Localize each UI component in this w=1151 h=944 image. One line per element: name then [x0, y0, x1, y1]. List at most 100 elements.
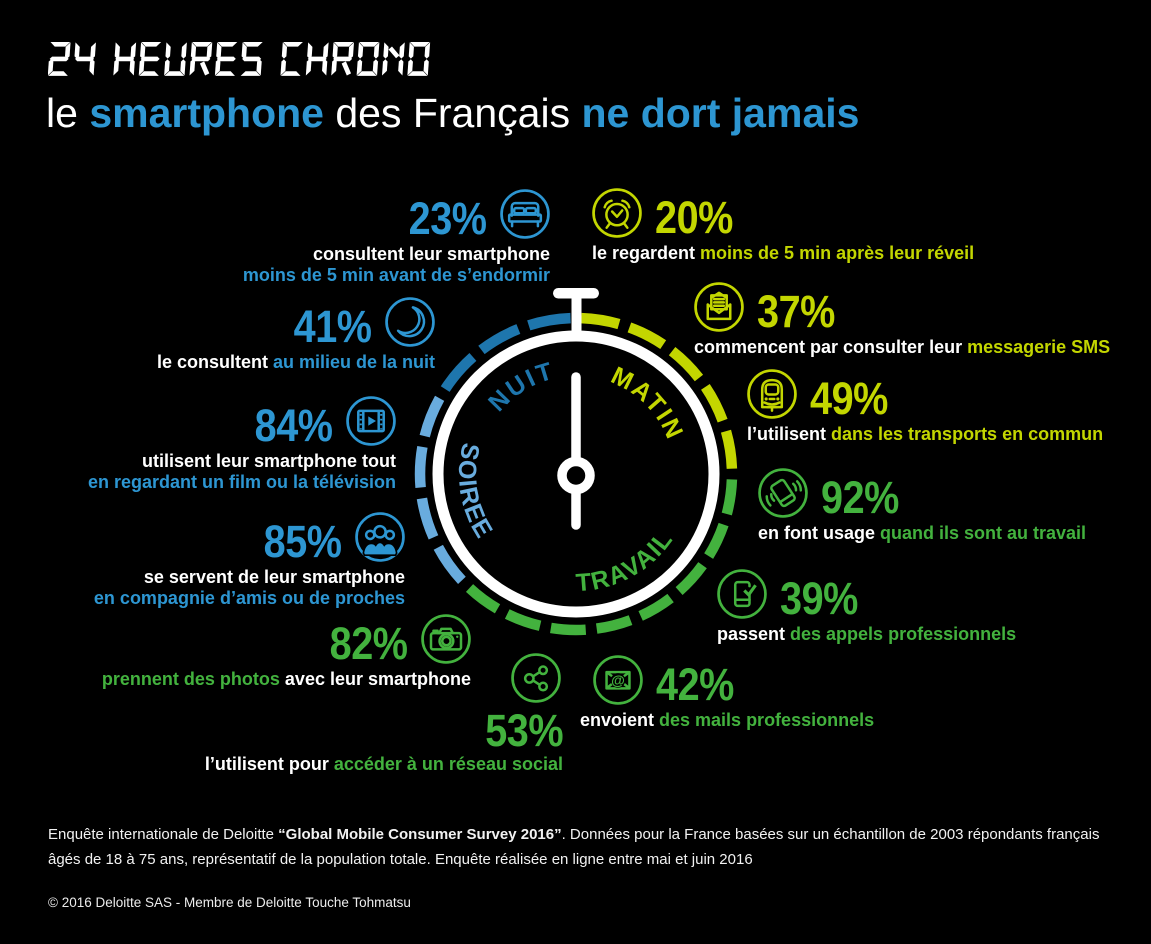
stat-row: 92% — [758, 468, 1086, 521]
stat-work: 92% en font usage quand ils sont au trava… — [758, 468, 1086, 544]
seven-segment-glyph — [280, 42, 303, 76]
seven-segment-glyph — [356, 42, 380, 76]
stat-description-line: en regardant un film ou la télévision — [88, 472, 396, 493]
stat-value: 84% — [255, 399, 333, 451]
crown-stem — [571, 294, 582, 334]
sms-icon — [694, 282, 744, 332]
share-icon — [511, 653, 561, 703]
stat-description: le consultent au milieu de la nuit — [157, 352, 435, 373]
camera-icon — [421, 614, 471, 664]
subtitle-highlight: ne dort jamais — [581, 90, 860, 136]
stat-value: 85% — [264, 515, 342, 567]
stat-description-line: passent des appels professionnels — [717, 624, 1016, 645]
stat-row: 49% — [747, 369, 1103, 422]
stat-description: commencent par consulter leur messagerie… — [694, 337, 1110, 358]
subtitle-text: le — [46, 90, 90, 136]
stat-description: l’utilisent dans les transports en commu… — [747, 424, 1103, 445]
crown-cap — [553, 288, 599, 299]
mail-at-icon: @ — [593, 655, 643, 705]
dial-label-soiree: SOIREE — [453, 440, 497, 543]
stat-description: prennent des photos avec leur smartphone — [102, 669, 471, 690]
stat-highlight-text: au milieu de la nuit — [272, 352, 435, 372]
stat-friends: 85% se servent de leur smartphone en compa… — [94, 512, 405, 608]
seven-segment-glyph — [214, 42, 238, 76]
seven-segment-glyph — [407, 42, 431, 76]
stat-row: 23% — [243, 189, 550, 242]
stat-plain-text: utilisent leur smartphone tout — [141, 451, 396, 471]
stat-description-line: l’utilisent dans les transports en commu… — [747, 424, 1103, 445]
page-subtitle: le smartphone des Français ne dort jamai… — [46, 90, 859, 137]
stat-wakeup: 20% le regardent moins de 5 min après leu… — [592, 188, 974, 264]
svg-text:SOIREE: SOIREE — [453, 440, 499, 543]
stat-value: 82% — [330, 617, 408, 669]
stat-plain-text: envoient — [580, 710, 660, 730]
stat-plain-text: passent — [717, 624, 791, 644]
stat-value: 37% — [757, 285, 835, 337]
stat-description-line: en compagnie d’amis ou de proches — [94, 588, 405, 609]
stat-description-line: commencent par consulter leur messagerie… — [694, 337, 1110, 358]
seven-segment-glyph — [113, 42, 137, 76]
stat-highlight-text: quand ils sont au travail — [880, 523, 1087, 543]
stat-highlight-text: prennent des photos — [101, 669, 280, 689]
stat-plain-text: l’utilisent pour — [204, 754, 334, 774]
stat-plain-text: consultent leur smartphone — [312, 244, 550, 264]
film-icon — [346, 396, 396, 446]
subtitle-highlight: smartphone — [89, 90, 324, 136]
seven-segment-glyph — [74, 42, 96, 76]
stat-description-line: prennent des photos avec leur smartphone — [102, 669, 471, 690]
seven-segment-glyph — [138, 42, 162, 76]
stat-bedtime: 23% consultent leur smartphone moins de 5 … — [243, 189, 550, 285]
stat-description: en font usage quand ils sont au travail — [758, 523, 1086, 544]
stat-photos: 82% prennent des photos avec leur smartph… — [102, 614, 471, 690]
page-title — [47, 42, 433, 78]
seven-segment-glyph — [164, 42, 187, 76]
survey-note-text: Enquête internationale de Deloitte — [48, 826, 279, 843]
stat-description: l’utilisent pour accéder à un réseau soc… — [205, 754, 563, 775]
stat-description: le regardent moins de 5 min après leur r… — [592, 243, 974, 264]
film-icon — [346, 396, 396, 446]
stat-description-line: l’utilisent pour accéder à un réseau soc… — [205, 754, 563, 775]
survey-source-note: Enquête internationale de Deloitte “Glob… — [48, 822, 1120, 872]
stat-value: 92% — [821, 471, 899, 523]
people-icon — [355, 512, 405, 562]
train-icon — [747, 369, 797, 419]
stat-row: 84% — [88, 396, 396, 449]
stat-highlight-text: en compagnie d’amis ou de proches — [93, 587, 405, 608]
stat-value: 23% — [409, 192, 487, 244]
seven-segment-glyph — [240, 42, 263, 76]
ring-travail — [461, 473, 738, 636]
alarm-icon — [592, 188, 642, 238]
stat-value: 53% — [485, 704, 563, 756]
mail-at-icon: @ — [593, 655, 643, 705]
moon-icon — [385, 297, 435, 347]
stat-description: utilisent leur smartphone tout en regarda… — [88, 451, 396, 492]
stat-highlight-text: des mails professionnels — [659, 710, 875, 730]
stat-plain-text: avec leur smartphone — [279, 669, 471, 689]
stat-plain-text: se servent de leur smartphone — [143, 567, 405, 587]
ring-soiree — [414, 390, 470, 589]
stat-description-line: en font usage quand ils sont au travail — [758, 523, 1086, 544]
stat-mails: @42% envoient des mails professionnels — [580, 655, 874, 731]
stat-plain-text: en font usage — [758, 523, 881, 543]
stat-transports: 49% l’utilisent dans les transports en co… — [747, 369, 1103, 445]
share-icon — [511, 653, 561, 703]
ring-nuit — [437, 312, 577, 397]
vibrate-icon — [758, 468, 808, 518]
stat-value: 20% — [655, 191, 733, 243]
stat-highlight-text: messagerie SMS — [967, 337, 1111, 357]
seven-segment-glyph — [189, 42, 213, 76]
ring-matin — [575, 312, 738, 475]
stat-description: se servent de leur smartphone en compagni… — [94, 567, 405, 608]
stat-description-line: le consultent au milieu de la nuit — [157, 352, 435, 373]
stat-row: 20% — [592, 188, 974, 241]
stat-description-line: utilisent leur smartphone tout — [88, 451, 396, 472]
phone-check-icon — [717, 569, 767, 619]
stat-description: envoient des mails professionnels — [580, 710, 874, 731]
stat-plain-text: commencent par consulter leur — [694, 337, 968, 357]
stat-value: 49% — [810, 372, 888, 424]
svg-text:@: @ — [611, 672, 625, 688]
stat-value: 42% — [656, 658, 734, 710]
bed-icon — [500, 189, 550, 239]
stat-highlight-text: moins de 5 min avant de s’endormir — [242, 264, 550, 285]
stat-description-line: moins de 5 min avant de s’endormir — [243, 265, 550, 286]
